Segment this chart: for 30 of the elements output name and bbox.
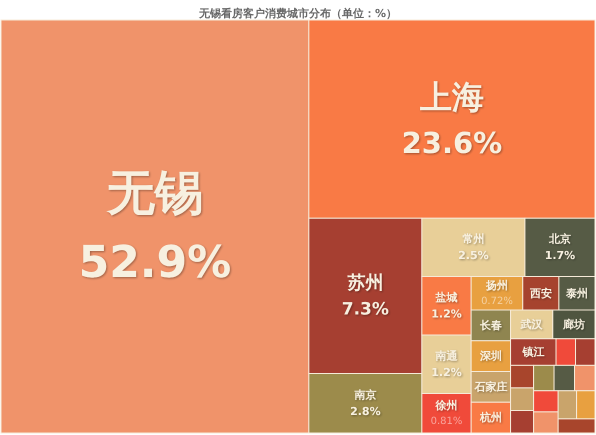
data-label: 0.72% (481, 296, 513, 308)
category-label: 盐城 (434, 291, 458, 304)
category-label: 扬州 (484, 279, 508, 292)
category-label: 苏州 (346, 272, 384, 294)
data-label: 0.81% (430, 416, 462, 428)
category-label: 石家庄 (473, 380, 508, 394)
category-label: 武汉 (520, 318, 544, 331)
category-label: 泰州 (564, 286, 588, 300)
category-label: 南通 (434, 350, 459, 363)
data-label: 1.7% (544, 249, 576, 262)
category-label: 北京 (548, 232, 571, 246)
category-label: 廊坊 (562, 318, 585, 331)
category-label: 南京 (353, 388, 376, 402)
data-label: 23.6% (402, 126, 502, 160)
data-label: 7.3% (342, 299, 389, 320)
data-label: 2.8% (350, 404, 381, 418)
category-label: 上海 (418, 78, 484, 116)
text: 无锡看房客户消费城市分布（单位：%） (198, 7, 398, 20)
data-label: 52.9% (78, 237, 232, 288)
category-label: 深圳 (478, 350, 502, 363)
category-label: 镇江 (521, 346, 544, 359)
category-label: 无锡 (106, 164, 203, 221)
data-label: 1.2% (431, 366, 462, 380)
data-label: 2.5% (458, 249, 489, 262)
category-label: 长春 (478, 318, 502, 332)
category-label: 徐州 (434, 399, 458, 412)
data-label: 1.2% (431, 308, 462, 321)
category-label: 杭州 (478, 411, 502, 424)
category-label: 常州 (462, 232, 484, 246)
category-label: 西安 (528, 286, 552, 300)
